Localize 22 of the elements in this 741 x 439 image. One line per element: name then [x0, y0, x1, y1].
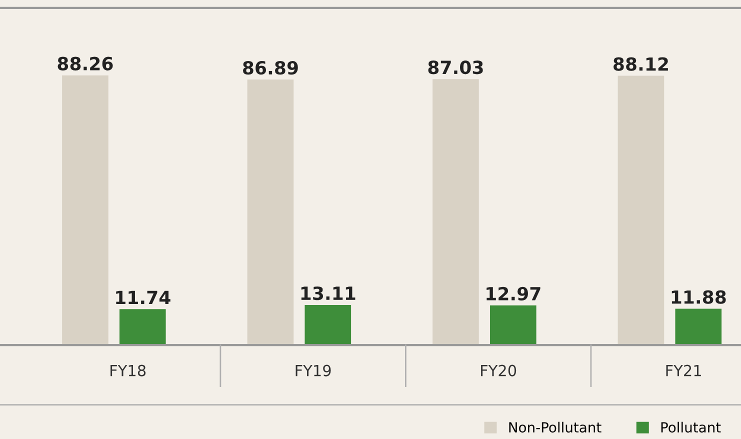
bar: [618, 76, 664, 346]
bar: [119, 309, 166, 346]
bar: [490, 305, 536, 346]
data-label: 87.03: [428, 60, 483, 74]
data-label: 13.11: [301, 286, 356, 300]
data-label: 88.26: [58, 56, 113, 70]
bar: [675, 308, 722, 346]
data-label: 86.89: [243, 60, 298, 75]
x-tick-label: FY18: [110, 364, 146, 376]
bar: [247, 80, 294, 346]
data-label: 88.12: [614, 57, 668, 71]
bar: [304, 304, 352, 346]
x-tick-label: FY19: [296, 364, 331, 376]
x-tick-label: FY21: [666, 364, 701, 376]
data-label: 11.74: [116, 290, 170, 304]
legend-label: Non-Pollutant: [509, 422, 602, 433]
bar: [62, 75, 108, 346]
data-label: 11.88: [672, 290, 726, 304]
x-tick-label: FY20: [481, 364, 516, 376]
data-label: 12.97: [486, 286, 540, 301]
legend-label: Pollutant: [661, 422, 721, 433]
bar: [432, 79, 479, 346]
